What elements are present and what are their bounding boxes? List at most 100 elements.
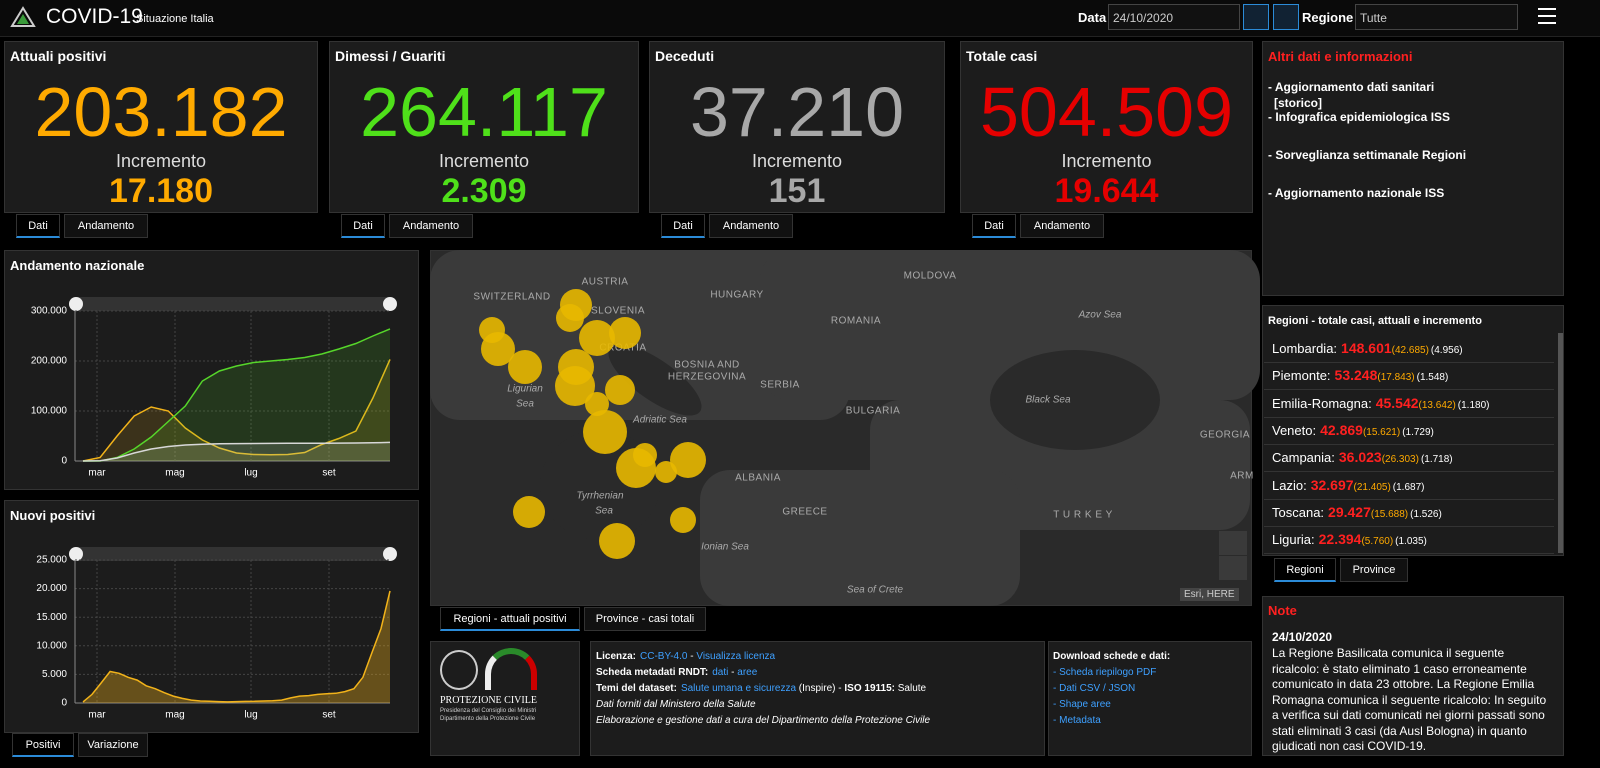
tab[interactable]: Andamento — [389, 214, 473, 238]
region-increment: (1.718) — [1420, 454, 1453, 466]
pc-emblem — [485, 648, 537, 690]
row-separator — [1264, 416, 1554, 418]
tab[interactable]: Regioni — [1274, 558, 1336, 582]
region-active: (42.685) — [1391, 345, 1429, 356]
info-link[interactable]: - Aggiornamento dati sanitari — [1268, 80, 1435, 94]
tab[interactable]: Dati — [16, 214, 60, 238]
region-active: (21.405) — [1353, 481, 1391, 493]
region-total: 32.697 — [1310, 476, 1354, 493]
increment-value: 17.180 — [109, 172, 213, 210]
calendar-button[interactable] — [1243, 4, 1269, 30]
info-link[interactable]: - Infografica epidemiologica ISS — [1268, 110, 1451, 124]
region-row: Lazio: 32.697(21.405) (1.687) — [1272, 477, 1424, 493]
license-line: Licenza: CC-BY-4.0 - Visualizza licenza — [596, 651, 775, 662]
text: Salute — [894, 683, 927, 694]
notes-date: 24/10/2020 — [1272, 630, 1333, 644]
region-row: Liguria: 22.394(5.760) (1.035) — [1272, 531, 1427, 547]
app-title: COVID-19 — [46, 5, 143, 28]
land — [700, 470, 1020, 606]
link: Salute umana e sicurezza — [680, 683, 797, 694]
region-row: Piemonte: 53.248(17.843) (1.548) — [1272, 367, 1448, 383]
tyrrhenian — [540, 430, 660, 540]
license-label: Temi del dataset: — [596, 683, 677, 694]
region-total: 29.427 — [1328, 503, 1371, 520]
notes-panel — [1262, 596, 1564, 756]
info-link[interactable]: - Aggiornamento nazionale ISS — [1268, 186, 1445, 200]
region-active: (15.621) — [1362, 426, 1401, 438]
info-link-sub[interactable]: [storico] — [1274, 96, 1322, 110]
region-row: Lombardia: 148.601(42.685) (4.956) — [1272, 340, 1463, 356]
tab[interactable]: Dati — [341, 214, 385, 238]
tab[interactable]: Dati — [972, 214, 1016, 238]
increment-value: 2.309 — [441, 172, 527, 210]
map-attribution: Esri, HERE — [1180, 588, 1239, 601]
download-link[interactable]: - Shape aree — [1053, 699, 1111, 710]
region-name: Lazio: — [1272, 477, 1307, 493]
card-value: 264.117 — [360, 73, 608, 151]
card-value: 504.509 — [979, 73, 1234, 151]
link: Visualizza licenza — [696, 651, 776, 662]
region-active: (26.303) — [1381, 454, 1419, 466]
region-increment: (1.687) — [1392, 481, 1425, 493]
chart-title: Andamento nazionale — [10, 258, 145, 273]
info-title: Altri dati e informazioni — [1268, 49, 1413, 64]
row-separator — [1264, 525, 1554, 527]
region-increment: (1.729) — [1402, 426, 1434, 438]
regions-title: Regioni - totale casi, attuali e increme… — [1268, 315, 1482, 327]
info-panel — [1262, 41, 1564, 296]
logo-line1: Presidenza del Consiglio dei Ministri — [440, 708, 537, 714]
text: ISO 19115: — [844, 683, 895, 694]
info-link[interactable]: - Sorveglianza settimanale Regioni — [1268, 148, 1467, 162]
region-name: Piemonte: — [1272, 368, 1331, 384]
download-link[interactable]: - Scheda riepilogo PDF — [1053, 667, 1157, 678]
region-active: (5.760) — [1361, 536, 1394, 548]
menu-button[interactable] — [1538, 8, 1556, 24]
tab[interactable]: Province — [1340, 558, 1408, 582]
region-total: 42.869 — [1320, 421, 1363, 438]
license-label: Dati forniti dal Ministero della Salute — [596, 699, 756, 710]
region-total: 36.023 — [1338, 449, 1382, 466]
tab[interactable]: Dati — [661, 214, 705, 238]
tab[interactable]: Positivi — [12, 733, 74, 757]
region-select[interactable]: Tutte — [1355, 4, 1518, 30]
zoom-in[interactable] — [1219, 531, 1247, 555]
tab[interactable]: Andamento — [709, 214, 793, 238]
map-legend-button[interactable] — [1217, 257, 1245, 283]
tab[interactable]: Andamento — [1020, 214, 1104, 238]
download-link[interactable]: - Dati CSV / JSON — [1053, 683, 1136, 694]
tab[interactable]: Variazione — [78, 733, 148, 757]
date-input[interactable]: 24/10/2020 — [1108, 4, 1240, 30]
logo-line2: Dipartimento della Protezione Civile — [440, 716, 536, 722]
region-increment: (1.548) — [1416, 372, 1449, 384]
region-row: Veneto: 42.869(15.621) (1.729) — [1272, 422, 1434, 438]
tab[interactable]: Province - casi totali — [584, 607, 706, 631]
tab[interactable]: Andamento — [64, 214, 148, 238]
tab[interactable]: Regioni - attuali positivi — [440, 607, 580, 631]
increment-label: Incremento — [115, 151, 207, 171]
increment-label: Incremento — [1061, 151, 1152, 171]
chart-title: Nuovi positivi — [10, 508, 96, 523]
logo-name: PROTEZIONE CIVILE — [440, 695, 537, 706]
zoom-out[interactable] — [1219, 556, 1247, 580]
region-increment: (4.956) — [1430, 345, 1463, 356]
download-title: Download schede e dati: — [1053, 651, 1171, 662]
chart-panel — [4, 500, 419, 733]
card — [329, 41, 639, 213]
region-row: Toscana: 29.427(15.688) (1.526) — [1272, 504, 1442, 520]
region-label: Regione — [1302, 10, 1354, 25]
download-link[interactable]: - Metadata — [1053, 715, 1101, 726]
license-line: Dati forniti dal Ministero della Salute — [596, 699, 756, 710]
date-label: Data — [1078, 10, 1107, 25]
card-title: Deceduti — [655, 48, 715, 64]
regions-scrollbar — [1558, 333, 1563, 553]
row-separator — [1264, 362, 1554, 363]
region-increment: (1.180) — [1457, 399, 1490, 411]
increment-value: 151 — [768, 172, 826, 210]
region-name: Liguria: — [1272, 532, 1315, 548]
region-increment: (1.035) — [1395, 536, 1427, 548]
card-value: 37.210 — [689, 73, 905, 151]
region-active: (13.642) — [1418, 399, 1456, 411]
time-button[interactable] — [1273, 4, 1299, 30]
region-row: Campania: 36.023(26.303) (1.718) — [1272, 449, 1453, 465]
region-total: 22.394 — [1318, 531, 1362, 548]
